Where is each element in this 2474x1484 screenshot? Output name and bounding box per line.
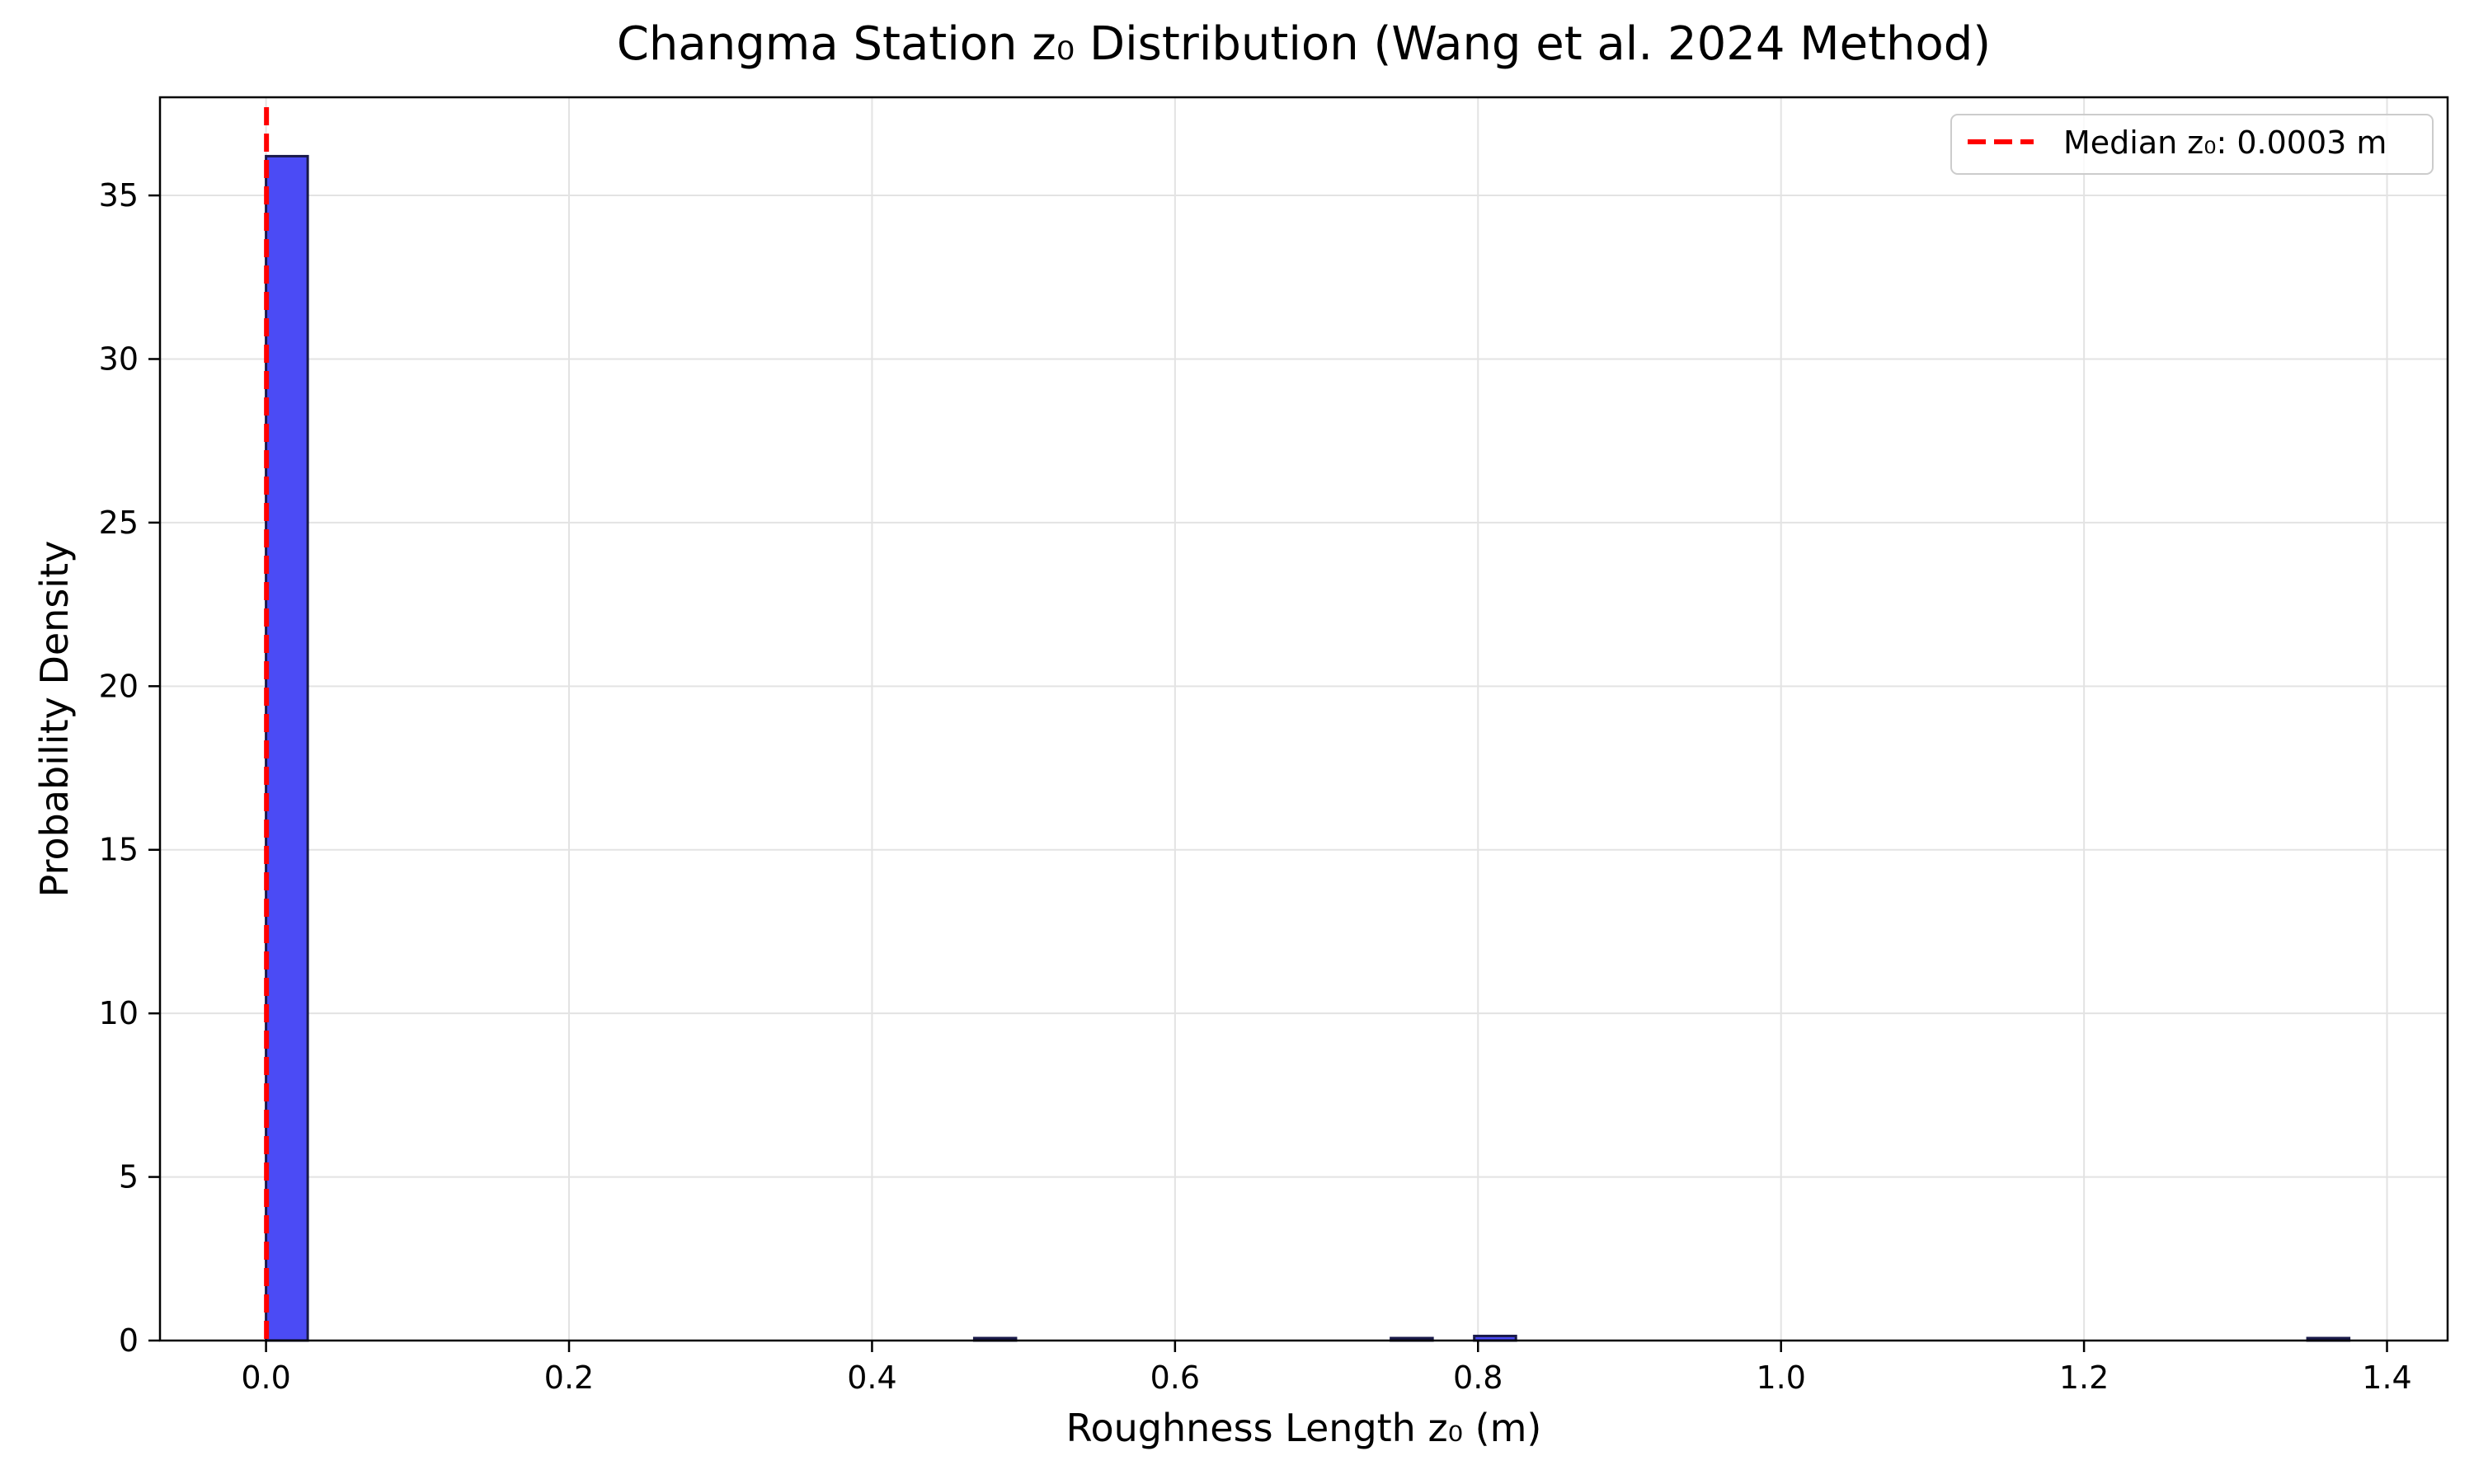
x-tick-label: 0.6 xyxy=(1150,1360,1200,1396)
plot-frame xyxy=(158,96,2449,1342)
y-axis-ticks: 0 5 10 15 20 25 30 35 xyxy=(99,177,160,1359)
legend-box xyxy=(1950,114,2434,175)
x-tick-label: 1.2 xyxy=(2059,1360,2109,1396)
x-tick-label: 0.4 xyxy=(847,1360,896,1396)
y-tick-label: 10 xyxy=(99,995,139,1031)
x-tick-label: 0.2 xyxy=(544,1360,594,1396)
y-tick-label: 25 xyxy=(99,505,139,541)
y-tick-label: 35 xyxy=(99,177,139,214)
legend: Median z₀: 0.0003 m xyxy=(1950,114,2434,175)
y-tick-label: 30 xyxy=(99,340,139,377)
x-axis-label: Roughness Length z₀ (m) xyxy=(1066,1406,1542,1450)
x-axis-ticks: 0.0 0.2 0.4 0.6 0.8 1.0 1.2 1.4 xyxy=(241,1341,2412,1396)
x-tick-label: 1.4 xyxy=(2362,1360,2411,1396)
x-tick-label: 0.0 xyxy=(241,1360,290,1396)
x-tick-label: 0.8 xyxy=(1453,1360,1503,1396)
legend-median-label: Median z₀: 0.0003 m xyxy=(2063,124,2387,161)
chart-title: Changma Station z₀ Distribution (Wang et… xyxy=(617,17,1991,71)
grid xyxy=(160,97,2448,1341)
histogram-bar xyxy=(265,154,309,1342)
y-axis-label: Probability Density xyxy=(32,541,77,898)
y-tick-label: 5 xyxy=(119,1159,139,1195)
y-tick-label: 20 xyxy=(99,668,139,704)
y-tick-label: 15 xyxy=(99,832,139,868)
x-tick-label: 1.0 xyxy=(1756,1360,1805,1396)
y-tick-label: 0 xyxy=(119,1322,139,1359)
